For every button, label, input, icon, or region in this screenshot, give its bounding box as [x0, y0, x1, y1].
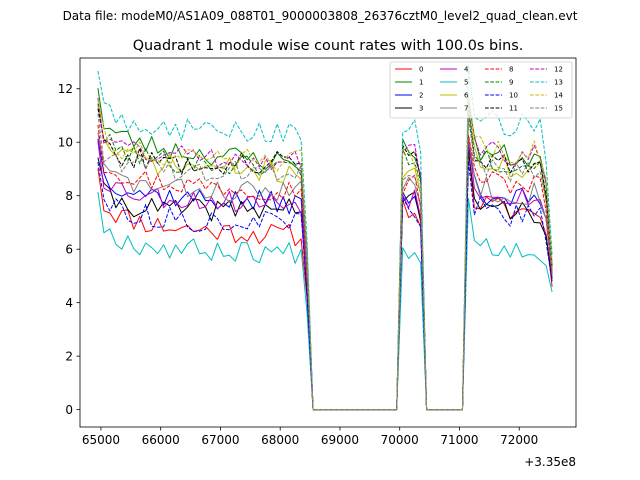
- legend-entry-1[interactable]: 1: [395, 79, 423, 87]
- series-line-14: [97, 93, 553, 411]
- legend-entry-3[interactable]: 3: [395, 105, 423, 113]
- legend-label: 7: [464, 105, 468, 113]
- legend-entry-7[interactable]: 7: [440, 105, 468, 113]
- legend-box: [389, 61, 573, 119]
- figure-suptitle: Data file: modeM0/AS1A09_088T01_90000038…: [63, 9, 578, 23]
- x-tick-label: 69000: [321, 433, 359, 447]
- legend-entry-14[interactable]: 14: [530, 92, 563, 100]
- x-tick-label: 67000: [201, 433, 239, 447]
- legend-label: 8: [509, 66, 513, 74]
- legend-label: 13: [554, 79, 563, 87]
- y-tick-label: 2: [65, 349, 73, 363]
- legend-label: 2: [419, 92, 423, 100]
- legend-entry-8[interactable]: 8: [485, 66, 513, 74]
- y-axis-ticks: 0 2 4 6 8 10 12: [58, 82, 80, 417]
- series-line-11: [97, 108, 553, 411]
- y-tick-label: 12: [58, 82, 73, 96]
- x-tick-label: 70000: [381, 433, 419, 447]
- legend-label: 6: [464, 92, 469, 100]
- x-tick-label: 72000: [500, 433, 538, 447]
- legend-entry-5[interactable]: 5: [440, 79, 468, 87]
- legend-entry-4[interactable]: 4: [440, 66, 469, 74]
- legend-label: 11: [509, 105, 518, 113]
- plot-frame: [79, 57, 577, 428]
- x-tick-label: 66000: [142, 433, 180, 447]
- legend-label: 4: [464, 66, 469, 74]
- legend-label: 12: [554, 66, 563, 74]
- legend-label: 10: [509, 92, 518, 100]
- legend-label: 9: [509, 79, 513, 87]
- legend-entry-12[interactable]: 12: [530, 66, 563, 74]
- x-tick-label: 71000: [440, 433, 478, 447]
- x-offset-label: +3.35e8: [524, 455, 576, 469]
- y-tick-label: 8: [65, 189, 73, 203]
- x-axis-ticks: 65000 66000 67000 68000 69000 70000 71000 72000: [82, 427, 538, 447]
- series-line-13: [97, 63, 553, 411]
- legend-entry-15[interactable]: 15: [530, 105, 563, 113]
- y-tick-label: 10: [58, 136, 73, 150]
- legend-entry-0[interactable]: 0: [395, 66, 423, 74]
- legend-entry-13[interactable]: 13: [530, 79, 563, 87]
- x-tick-label: 68000: [261, 433, 299, 447]
- series-layer: [97, 63, 553, 411]
- legend-entry-11[interactable]: 11: [485, 105, 518, 113]
- legend-label: 5: [464, 79, 468, 87]
- legend-label: 15: [554, 105, 563, 113]
- legend-label: 1: [419, 79, 423, 87]
- legend-label: 14: [554, 92, 563, 100]
- legend-entry-10[interactable]: 10: [485, 92, 518, 100]
- series-line-15: [97, 113, 553, 411]
- y-tick-label: 4: [65, 296, 73, 310]
- legend-entry-2[interactable]: 2: [395, 92, 423, 100]
- y-tick-label: 0: [65, 403, 73, 417]
- legend-label: 0: [419, 66, 423, 74]
- chart-title: Quadrant 1 module wise count rates with …: [133, 38, 524, 54]
- legend-entry-6[interactable]: 6: [440, 92, 469, 100]
- x-tick-label: 65000: [82, 433, 120, 447]
- legend-entry-9[interactable]: 9: [485, 79, 513, 87]
- legend-label: 3: [419, 105, 423, 113]
- y-tick-label: 6: [65, 242, 73, 256]
